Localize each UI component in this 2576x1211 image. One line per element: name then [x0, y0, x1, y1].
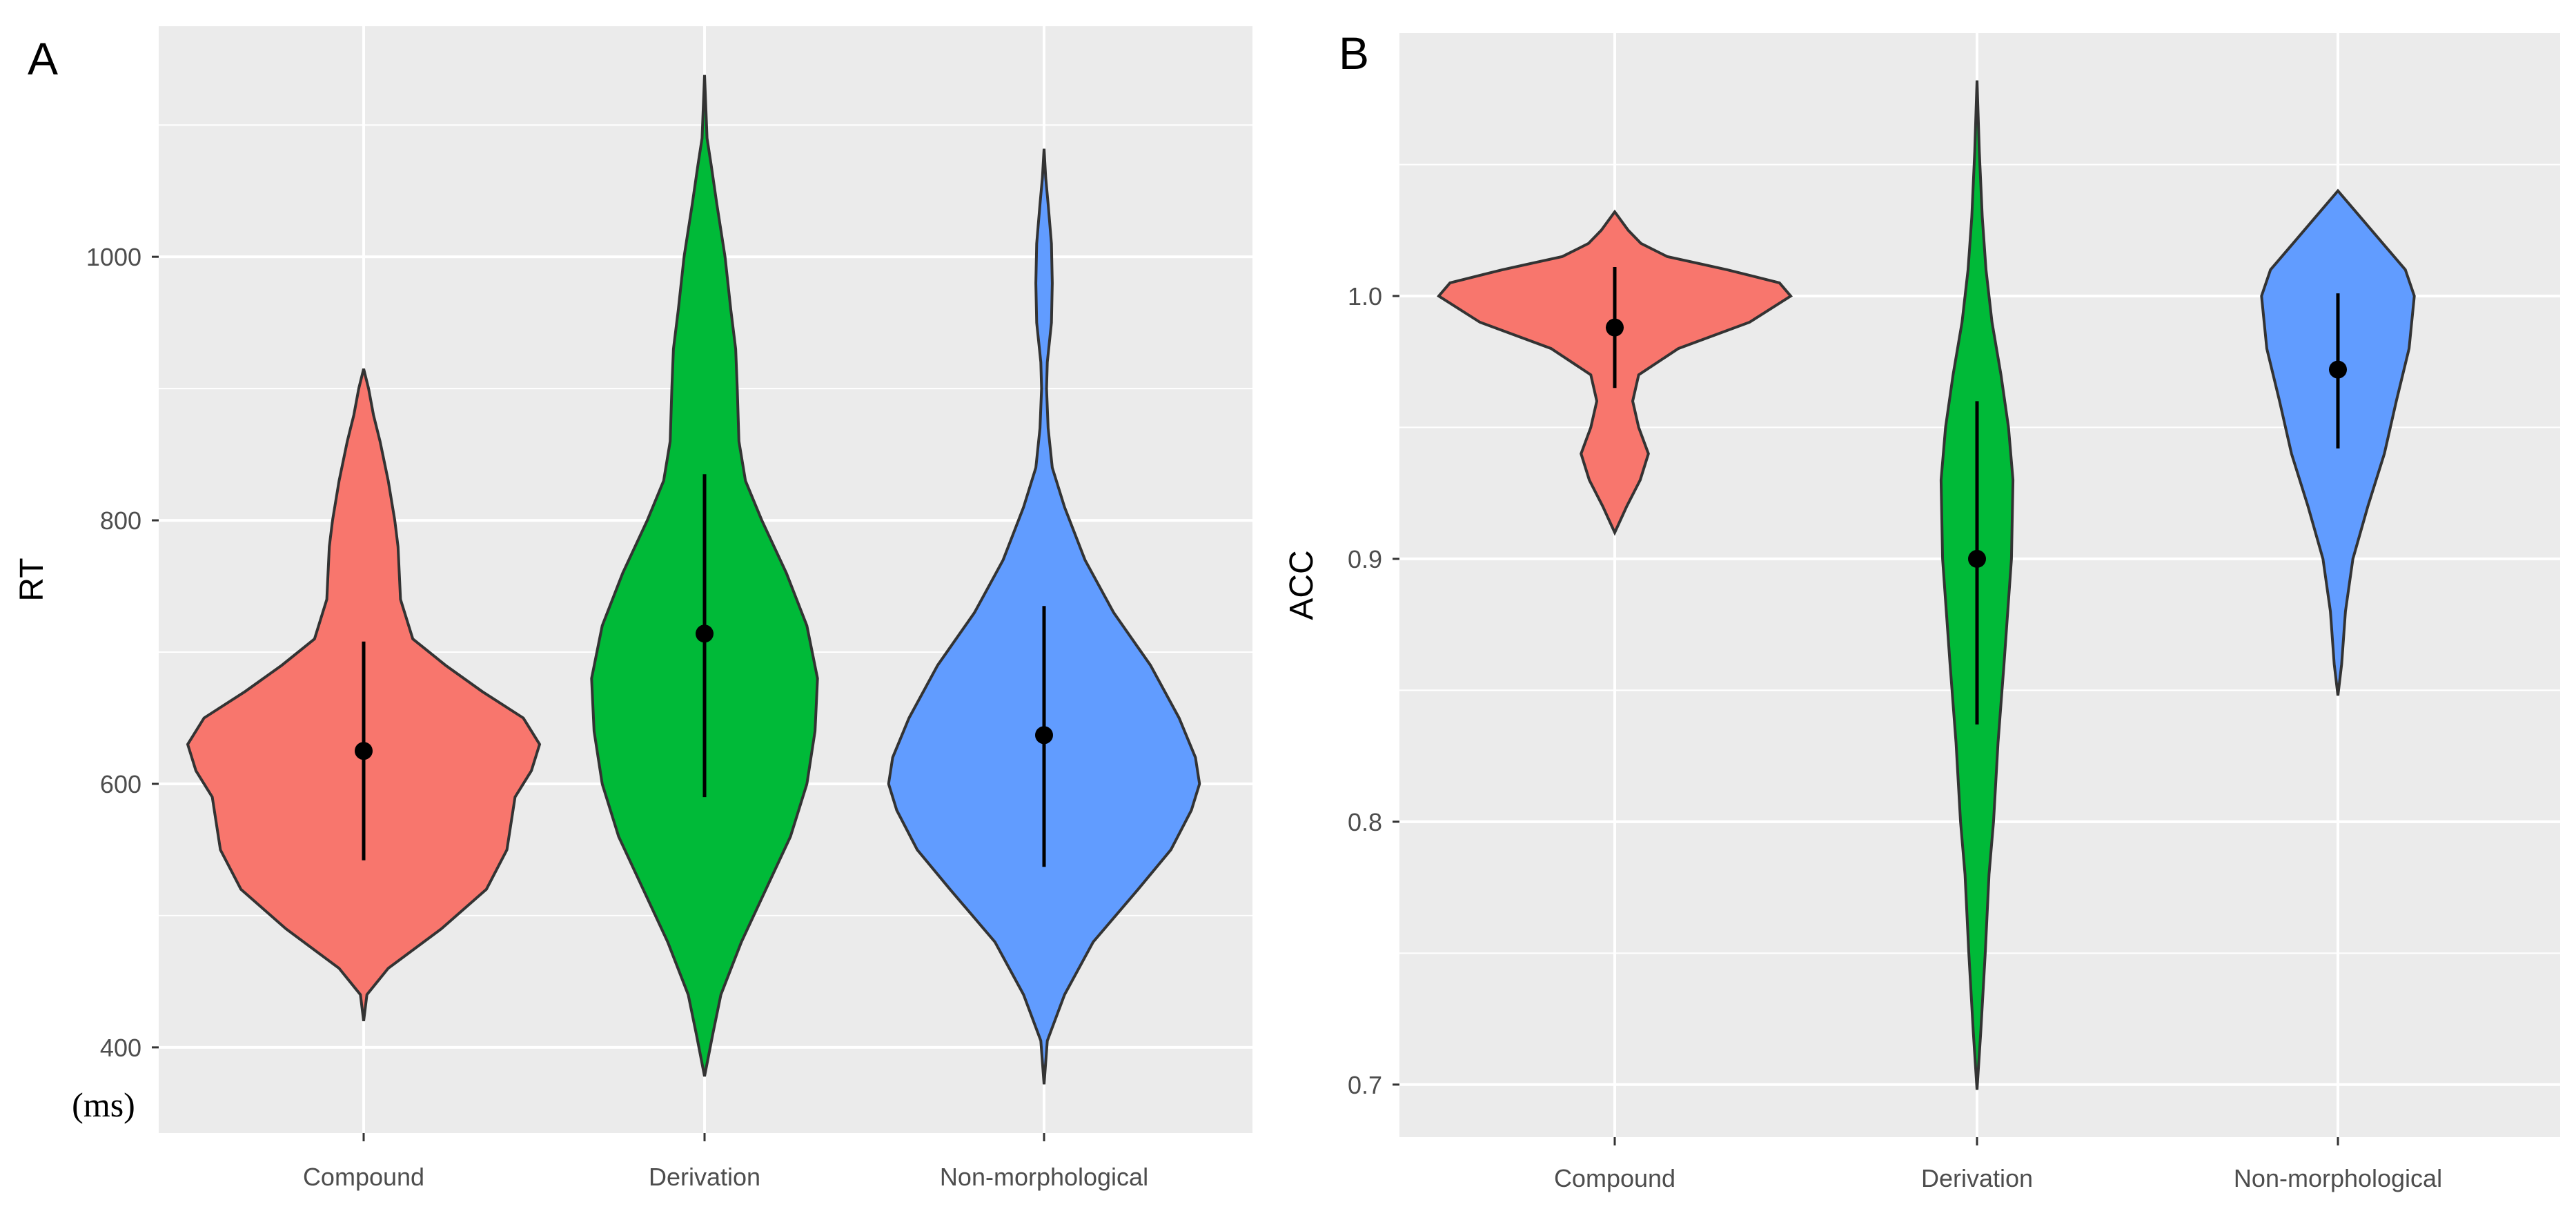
p2-x-tick-label-derivation: Derivation [1921, 1164, 2033, 1192]
p1-mean-point-non-morphological [1035, 726, 1053, 745]
panel-b-acc-violin-chart: 0.7 0.8 0.9 1.0 Compound Derivation Non-morpho… [1284, 28, 2560, 1192]
p2-mean-point-non-morphological [2329, 360, 2347, 379]
p1-panel-letter: A [28, 33, 58, 84]
p1-mean-point-derivation [696, 624, 714, 643]
p2-y-tick-label-3: 1.0 [1348, 282, 1382, 311]
p2-y-tick-label-0: 0.7 [1348, 1071, 1382, 1099]
p1-y-tick-label-1: 600 [100, 770, 141, 798]
p1-mean-point-compound [355, 742, 373, 760]
p2-y-tick-label-1: 0.8 [1348, 808, 1382, 836]
p2-y-tick-label-2: 0.9 [1348, 545, 1382, 573]
p1-y-tick-label-0: 400 [100, 1034, 141, 1062]
p1-y-tick-label-2: 800 [100, 506, 141, 535]
p2-x-tick-label-compound: Compound [1554, 1164, 1675, 1192]
p2-panel-letter: B [1339, 28, 1369, 79]
p2-mean-point-derivation [1968, 549, 1986, 568]
p1-y-axis-title: RT [14, 558, 50, 601]
p1-unit-label: (ms) [72, 1085, 135, 1124]
p2-y-axis-title: ACC [1284, 550, 1320, 620]
panel-a-rt-violin-chart: 400 600 800 1000 Compound Derivation Non-morph… [14, 26, 1252, 1191]
p2-mean-point-compound [1606, 318, 1624, 337]
p1-y-tick-label-3: 1000 [86, 243, 141, 271]
p1-x-tick-label-non-morphological: Non-morphological [940, 1163, 1148, 1191]
p1-x-tick-label-derivation: Derivation [649, 1163, 760, 1191]
p1-x-tick-label-compound: Compound [303, 1163, 424, 1191]
p2-x-tick-label-non-morphological: Non-morphological [2234, 1164, 2442, 1192]
